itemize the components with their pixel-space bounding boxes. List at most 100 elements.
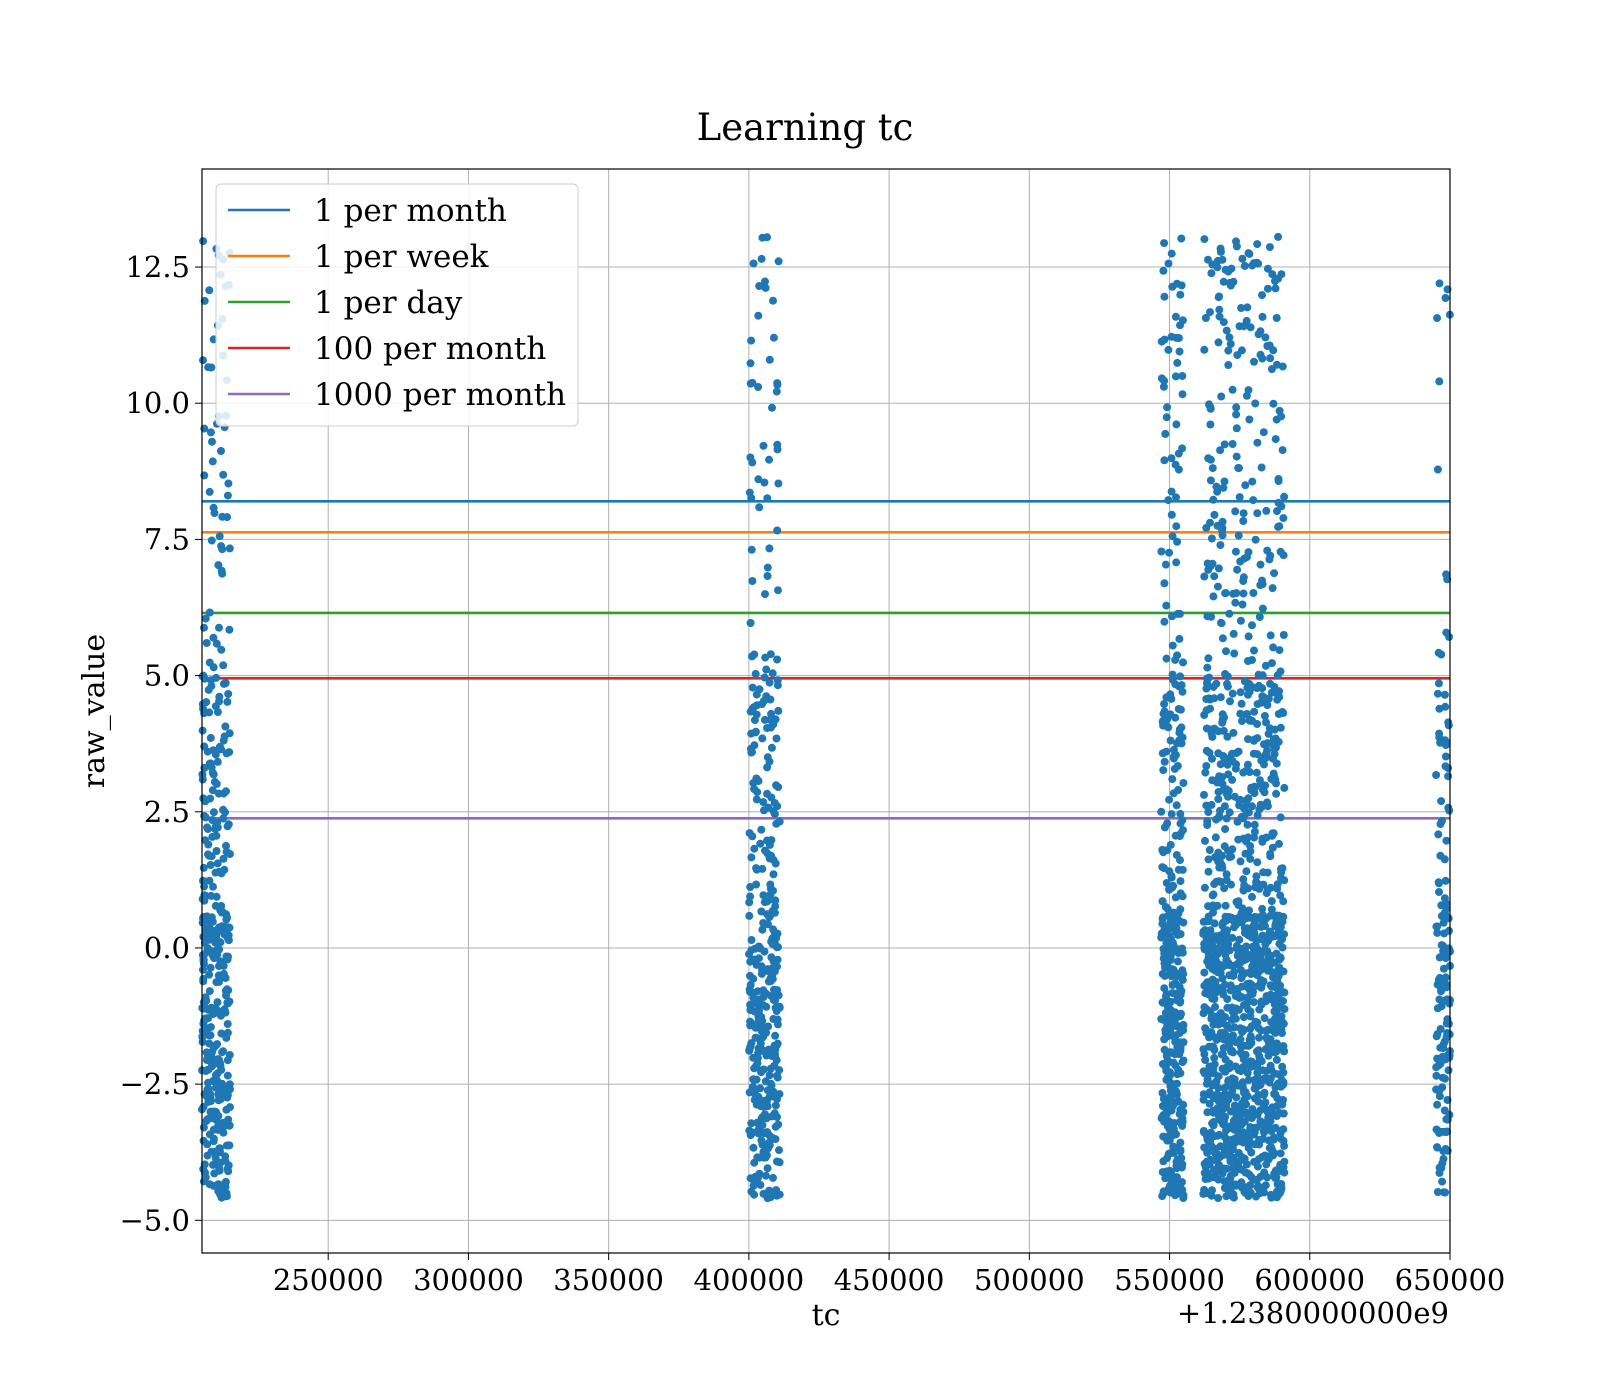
y-tick-label: 5.0 <box>144 659 190 693</box>
scatter-point <box>1277 1097 1286 1106</box>
scatter-point <box>1173 762 1182 770</box>
scatter-point <box>1251 535 1260 544</box>
scatter-point <box>1160 1045 1169 1054</box>
scatter-point <box>766 650 775 659</box>
scatter-point <box>773 1113 781 1122</box>
scatter-point <box>766 1193 775 1202</box>
scatter-point <box>214 1111 223 1120</box>
scatter-point <box>747 946 756 955</box>
scatter-point <box>201 993 210 1002</box>
scatter-point <box>1225 1059 1234 1068</box>
scatter-point <box>1268 1124 1277 1133</box>
scatter-point <box>1216 541 1225 550</box>
scatter-point <box>763 572 772 580</box>
scatter-point <box>1218 531 1227 540</box>
scatter-point <box>1224 1189 1233 1198</box>
scatter-point <box>1220 477 1229 486</box>
scatter-point <box>1436 1025 1445 1033</box>
legend-box <box>215 183 579 427</box>
scatter-point <box>1238 600 1247 609</box>
scatter-point <box>1216 806 1224 815</box>
scatter-point <box>1203 1157 1211 1166</box>
scatter-point <box>1244 794 1253 803</box>
scatter-point <box>1254 259 1263 268</box>
scatter-point <box>1275 693 1284 702</box>
scatter-point <box>1168 1085 1177 1094</box>
scatter-point <box>203 919 212 928</box>
y-axis-label: raw_value <box>77 634 112 788</box>
scatter-point <box>1279 514 1288 523</box>
scatter-point <box>1239 1025 1248 1034</box>
scatter-point <box>1231 1004 1240 1013</box>
scatter-point <box>209 503 218 512</box>
scatter-point <box>1269 1135 1278 1144</box>
grid-lines <box>202 169 1451 1253</box>
scatter-point <box>213 1040 222 1049</box>
scatter-point <box>1161 1026 1170 1035</box>
scatter-point <box>771 1003 780 1012</box>
scatter-point <box>1275 1189 1284 1198</box>
scatter-point <box>769 1173 777 1182</box>
scatter-point <box>1166 1071 1174 1080</box>
scatter-point <box>1251 1094 1259 1103</box>
scatter-point <box>771 859 780 868</box>
scatter-point <box>1278 708 1287 716</box>
scatter-point <box>1219 277 1228 286</box>
scatter-point <box>752 795 761 804</box>
scatter-point <box>1255 1135 1264 1144</box>
scatter-point <box>212 847 221 855</box>
scatter-point <box>762 692 771 701</box>
scatter-point <box>1230 792 1239 801</box>
scatter-point <box>1232 424 1241 433</box>
scatter-point <box>1247 1062 1256 1071</box>
scatter-point <box>746 1017 755 1026</box>
scatter-point <box>1271 1083 1280 1092</box>
y-tick-label: 10.0 <box>125 386 190 420</box>
scatter-point <box>754 383 763 391</box>
x-tick-label: 600000 <box>1254 1263 1365 1297</box>
scatter-point <box>754 311 763 320</box>
scatter-point <box>1436 983 1445 992</box>
scatter-point <box>750 1158 759 1167</box>
scatter-point <box>1254 330 1263 339</box>
scatter-point <box>1173 930 1182 939</box>
scatter-point <box>750 785 759 793</box>
scatter-point <box>1258 834 1267 843</box>
scatter-point <box>1435 1168 1444 1177</box>
scatter-point <box>1162 413 1171 422</box>
scatter-point <box>1202 801 1211 810</box>
scatter-point <box>773 445 782 454</box>
scatter-point <box>1172 1146 1181 1155</box>
scatter-point <box>1273 983 1282 992</box>
scatter-point <box>1274 498 1283 507</box>
scatter-point <box>1261 1181 1270 1190</box>
scatter-point <box>1167 810 1176 819</box>
scatter-point <box>1158 1102 1167 1110</box>
scatter-point <box>1244 657 1252 665</box>
scatter-point <box>1172 924 1181 933</box>
scatter-point <box>756 1084 765 1093</box>
scatter-point <box>1232 1093 1241 1102</box>
scatter-point <box>1276 1129 1285 1138</box>
scatter-point <box>1176 1105 1185 1114</box>
scatter-point <box>1208 754 1216 763</box>
scatter-point <box>1271 1028 1280 1037</box>
scatter-point <box>222 1105 231 1114</box>
scatter-point <box>211 901 220 910</box>
scatter-point <box>752 880 761 889</box>
scatter-point <box>212 639 221 648</box>
scatter-point <box>759 441 768 450</box>
scatter-point <box>1441 910 1450 919</box>
scatter-point <box>1263 746 1271 755</box>
scatter-point <box>1252 872 1261 881</box>
scatter-point <box>746 379 755 388</box>
scatter-point <box>1250 833 1258 842</box>
scatter-point <box>212 1080 221 1089</box>
scatter-point <box>1244 632 1253 641</box>
scatter-point <box>1240 1001 1248 1009</box>
scatter-point <box>1238 1083 1247 1092</box>
scatter-point <box>222 841 230 850</box>
scatter-point <box>1235 1114 1244 1122</box>
scatter-point <box>1247 716 1256 725</box>
scatter-point <box>1172 1012 1181 1021</box>
